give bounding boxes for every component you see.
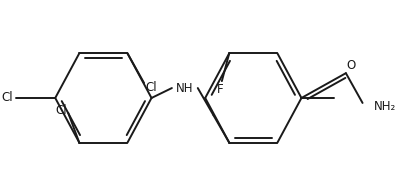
Text: NH₂: NH₂ [374,100,396,113]
Text: Cl: Cl [146,81,157,93]
Text: O: O [347,59,356,72]
Text: NH: NH [176,82,194,95]
Text: F: F [217,82,223,96]
Text: Cl: Cl [1,91,13,105]
Text: Cl: Cl [55,105,67,117]
